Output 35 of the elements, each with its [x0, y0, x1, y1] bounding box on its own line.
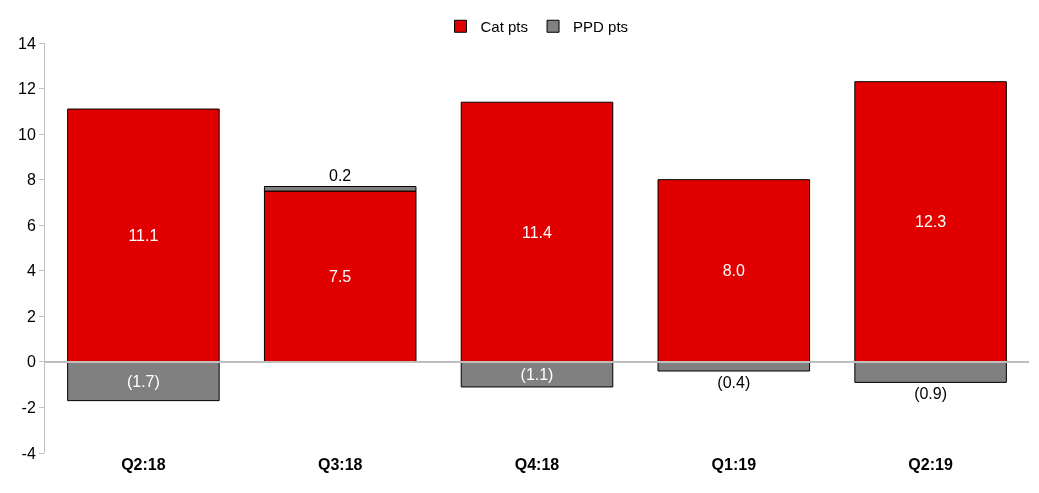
- data-label: (0.9): [914, 385, 948, 403]
- data-label: (1.7): [126, 372, 160, 390]
- y-tick-label: 10: [18, 125, 36, 143]
- x-tick-label: Q4:18: [514, 456, 560, 473]
- x-tick-label: Q2:19: [908, 456, 953, 473]
- y-tick-label: 2: [26, 307, 36, 325]
- y-tick-label: 8: [26, 171, 36, 189]
- bar: [854, 361, 1007, 383]
- data-label: 8.0: [722, 262, 745, 280]
- y-tick-label: 4: [26, 262, 36, 280]
- data-label: 7.5: [329, 267, 352, 285]
- data-label: 12.3: [914, 213, 947, 231]
- y-tick-label: 0: [26, 353, 36, 371]
- bar: [854, 81, 1007, 363]
- x-tick-label: Q2:18: [121, 456, 166, 473]
- data-label: (1.1): [520, 365, 554, 383]
- data-label: (0.4): [717, 374, 751, 391]
- y-tick-label: -2: [21, 399, 36, 417]
- y-tick-label: 6: [26, 216, 36, 234]
- x-tick-label: Q3:18: [317, 456, 363, 473]
- data-label: 11.4: [521, 223, 553, 241]
- bar: [263, 190, 417, 363]
- y-tick-label: -4: [21, 444, 36, 462]
- data-label: 0.2: [329, 166, 352, 184]
- y-tick-label: 14: [18, 34, 36, 52]
- legend-label: PPD pts: [573, 18, 629, 36]
- y-tick-label: 12: [18, 80, 36, 98]
- bar: [460, 361, 614, 388]
- x-tick-label: Q1:19: [711, 456, 757, 473]
- bar: [657, 179, 811, 363]
- data-label: 11.1: [128, 226, 159, 244]
- bar: [460, 101, 614, 363]
- legend-label: Cat pts: [480, 18, 529, 36]
- bar: [67, 108, 220, 363]
- bar: [67, 361, 220, 402]
